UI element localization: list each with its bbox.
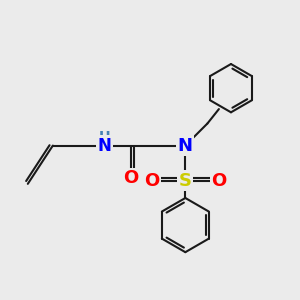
Text: O: O	[123, 169, 139, 187]
Text: O: O	[211, 172, 226, 190]
Text: O: O	[144, 172, 160, 190]
Text: H: H	[98, 130, 110, 144]
Text: S: S	[179, 172, 192, 190]
Text: N: N	[98, 136, 111, 154]
Text: N: N	[178, 136, 193, 154]
